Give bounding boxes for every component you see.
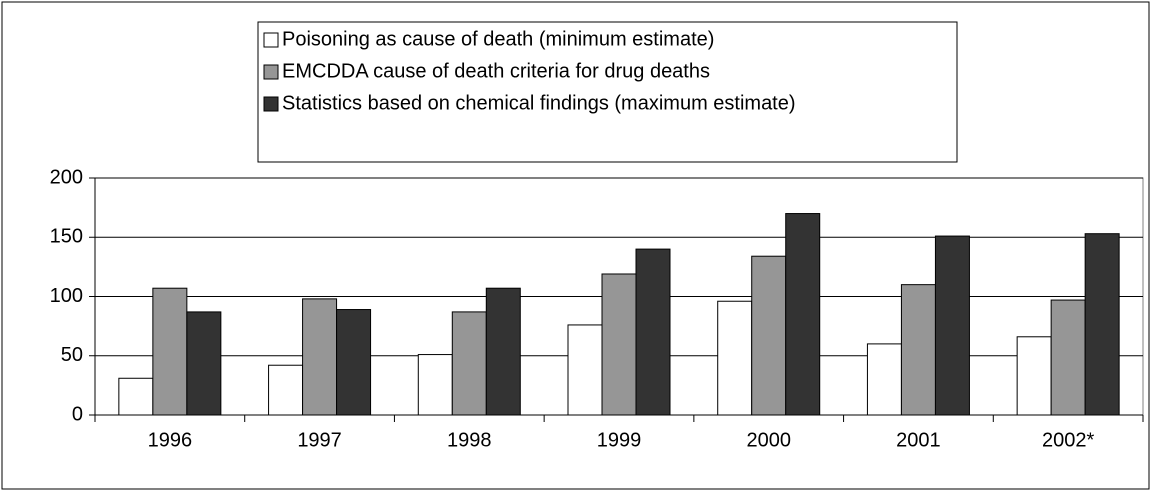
x-tick-label: 2000 [746, 429, 791, 451]
x-tick-label: 1997 [297, 429, 342, 451]
legend-swatch [263, 32, 279, 48]
x-tick-label: 1999 [597, 429, 642, 451]
bar [785, 213, 821, 416]
y-tick-label: 50 [61, 344, 83, 366]
bar [1016, 336, 1052, 416]
bar [567, 324, 603, 416]
bar [152, 287, 188, 416]
legend-label: Poisoning as cause of death (minimum est… [282, 28, 714, 50]
bar [866, 343, 902, 416]
bar [635, 248, 671, 416]
bar [417, 354, 453, 416]
legend-swatch [263, 64, 279, 80]
legend-label: EMCDDA cause of death criteria for drug … [282, 60, 710, 82]
bar [900, 284, 936, 416]
bar [601, 273, 637, 416]
bar [302, 298, 338, 416]
y-tick-label: 100 [50, 285, 83, 307]
x-tick-label: 2001 [896, 429, 941, 451]
bar [934, 235, 970, 416]
bar [751, 255, 787, 416]
x-tick-label: 2002* [1042, 429, 1094, 451]
bar [336, 309, 372, 416]
y-tick-label: 150 [50, 226, 83, 248]
x-tick-label: 1996 [148, 429, 193, 451]
legend-swatch [263, 96, 279, 112]
bar [186, 311, 222, 416]
bar [451, 311, 487, 416]
bar [268, 364, 304, 416]
y-tick-label: 200 [50, 166, 83, 188]
legend-label: Statistics based on chemical findings (m… [282, 92, 796, 114]
bar [1050, 299, 1086, 416]
bar [485, 287, 521, 416]
y-tick-label: 0 [72, 403, 83, 425]
bar [717, 300, 753, 416]
legend-box [257, 21, 958, 163]
x-tick-label: 1998 [447, 429, 492, 451]
bar [1084, 233, 1120, 416]
bar [118, 377, 154, 416]
